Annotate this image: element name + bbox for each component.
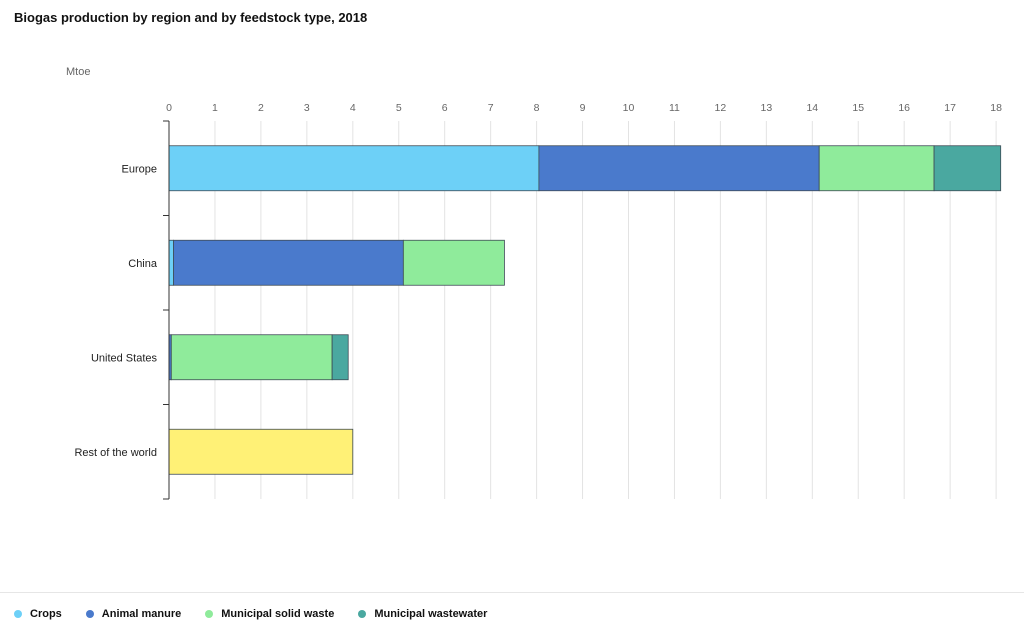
legend-item: Animal manure — [85, 608, 182, 620]
bar-segment — [168, 145, 540, 192]
legend-label: Crops — [30, 608, 62, 620]
x-tick-label: 3 — [304, 102, 310, 114]
x-tick-label: 17 — [944, 102, 956, 114]
bar-segment — [538, 145, 820, 192]
legend-swatch — [358, 610, 367, 618]
chart-plot: 0 1 2 3 4 5 6 7 8 9 10 11 12 13 14 15 16 17 18EuropeChinaU… — [74, 102, 1002, 500]
legend-swatch — [205, 610, 214, 618]
chart-title: Biogas production by region and by feeds… — [14, 10, 368, 25]
bar-segment — [402, 239, 505, 286]
x-tick-label: 1 — [212, 102, 218, 114]
category-label: United States — [91, 352, 158, 364]
legend-item: Municipal wastewater — [358, 608, 487, 620]
legend-label: Municipal wastewater — [374, 608, 488, 620]
legend-divider — [0, 592, 1024, 593]
x-tick-label: 7 — [488, 102, 494, 114]
x-tick-label: 6 — [442, 102, 448, 114]
x-tick-label: 12 — [715, 102, 727, 114]
bar-segment — [170, 334, 333, 381]
legend-swatch — [85, 610, 94, 618]
legend-swatch — [14, 610, 22, 618]
bar-segment — [168, 428, 354, 475]
x-tick-label: 16 — [898, 102, 910, 114]
x-tick-label: 14 — [806, 102, 818, 114]
legend-item: Crops — [14, 608, 62, 620]
x-tick-label: 2 — [258, 102, 264, 114]
bars-layer — [168, 145, 1002, 475]
x-tick-label: 18 — [990, 102, 1002, 114]
x-tick-label: 13 — [761, 102, 773, 114]
x-tick-label: 5 — [396, 102, 402, 114]
category-label: China — [128, 258, 158, 270]
bar-segment — [168, 239, 174, 286]
legend: Crops Animal manure Municipal solid waste M… — [14, 608, 487, 620]
x-tick-label: 11 — [669, 102, 680, 114]
category-label: Rest of the world — [74, 447, 157, 459]
x-tick-label: 10 — [623, 102, 635, 114]
category-label: Europe — [122, 163, 157, 175]
x-tick-label: 15 — [852, 102, 864, 114]
x-tick-label: 8 — [534, 102, 540, 114]
axis-layer — [163, 120, 170, 500]
legend-item: Municipal solid waste — [205, 608, 334, 620]
x-tick-label: 0 — [166, 102, 172, 114]
legend-label: Animal manure — [101, 608, 182, 620]
bar-segment — [173, 239, 404, 286]
bar-segment — [933, 145, 1002, 192]
bar-segment — [818, 145, 935, 192]
unit-label: Mtoe — [66, 66, 91, 78]
labels-layer: 0 1 2 3 4 5 6 7 8 9 10 11 12 13 14 15 16 17 18EuropeChinaU… — [74, 102, 1002, 459]
x-tick-label: 9 — [580, 102, 586, 114]
legend-label: Municipal solid waste — [221, 608, 335, 620]
x-tick-label: 4 — [350, 102, 356, 114]
bar-segment — [331, 334, 349, 381]
